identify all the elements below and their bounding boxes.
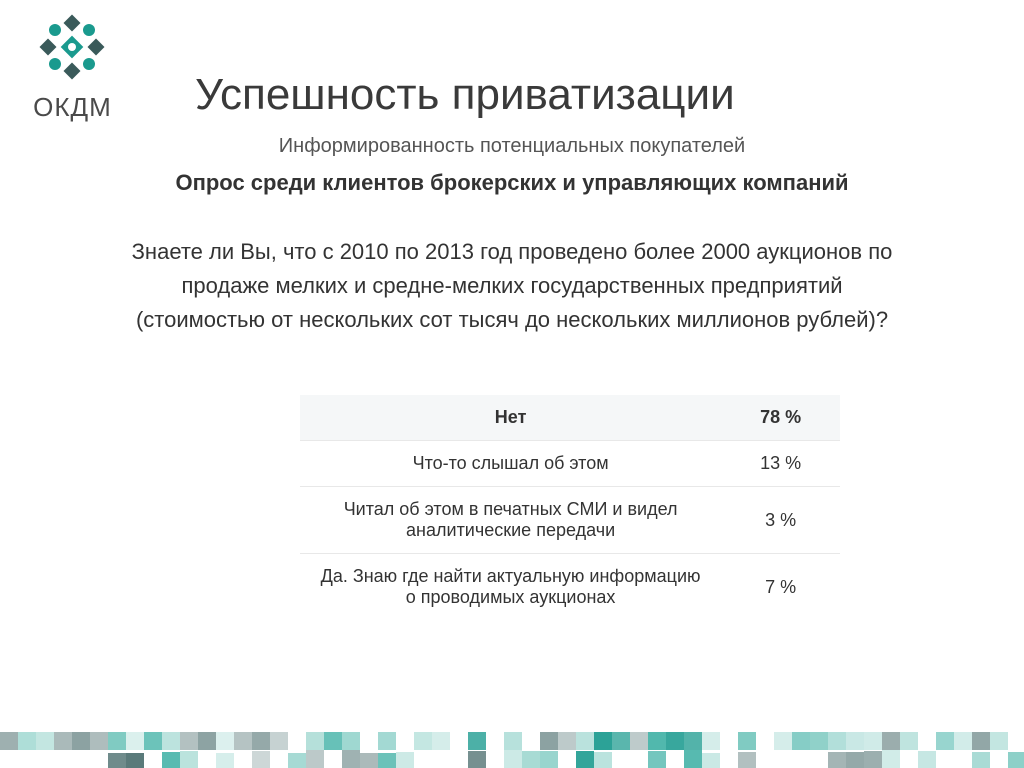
- table-cell-label: Да. Знаю где найти актуальную информацию…: [300, 554, 721, 621]
- logo-icon: [20, 10, 125, 85]
- logo: ОКДМ: [20, 10, 125, 123]
- survey-table: Нет 78 % Что-то слышал об этом 13 % Чита…: [300, 395, 840, 620]
- footer-mosaic: [0, 720, 1024, 768]
- logo-text: ОКДМ: [20, 92, 125, 123]
- table-row: Читал об этом в печатных СМИ и видел ана…: [300, 487, 840, 554]
- table-cell-value: 78 %: [721, 395, 840, 441]
- survey-question: Знаете ли Вы, что с 2010 по 2013 год про…: [130, 235, 894, 337]
- table-row: Что-то слышал об этом 13 %: [300, 441, 840, 487]
- table-cell-value: 3 %: [721, 487, 840, 554]
- table-cell-label: Нет: [300, 395, 721, 441]
- page-title: Успешность приватизации: [195, 70, 735, 120]
- subtitle-survey: Опрос среди клиентов брокерских и управл…: [0, 170, 1024, 196]
- table-cell-label: Что-то слышал об этом: [300, 441, 721, 487]
- table-row: Да. Знаю где найти актуальную информацию…: [300, 554, 840, 621]
- table-row: Нет 78 %: [300, 395, 840, 441]
- table-cell-value: 7 %: [721, 554, 840, 621]
- subtitle-awareness: Информированность потенциальных покупате…: [0, 135, 1024, 158]
- table-cell-value: 13 %: [721, 441, 840, 487]
- table-cell-label: Читал об этом в печатных СМИ и видел ана…: [300, 487, 721, 554]
